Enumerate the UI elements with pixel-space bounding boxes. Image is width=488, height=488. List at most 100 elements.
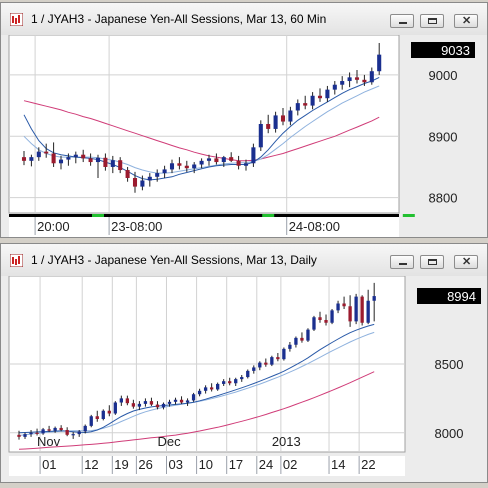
x-tick-label: 19 xyxy=(114,457,128,472)
session-marker xyxy=(402,214,415,217)
candle-up xyxy=(89,416,93,426)
candle-up xyxy=(137,403,142,407)
minimize-button[interactable] xyxy=(390,14,414,28)
price-chart-daily[interactable]: 8000 8500 8994 01 12 19 26 03 10 17 24 02 14 22 Nov Dec… xyxy=(1,276,487,482)
candle-down xyxy=(118,160,123,171)
candle-down xyxy=(103,157,108,167)
candle-up xyxy=(101,410,105,419)
candle-up xyxy=(366,300,370,323)
candle-down xyxy=(95,416,99,419)
window-title: 1 / JYAH3 - Japanese Yen-All Sessions, M… xyxy=(31,253,317,267)
candle-up xyxy=(66,157,71,160)
candle-up xyxy=(251,147,256,164)
window-titlebar[interactable]: 1 / JYAH3 - Japanese Yen-All Sessions, M… xyxy=(1,3,487,35)
price-chart-60min[interactable]: 8800 8900 9000 9033 20:00 23-08:00 24-08:00 xyxy=(1,35,487,237)
moving-average-long xyxy=(18,371,375,450)
candle-up xyxy=(29,157,34,161)
candle-up xyxy=(369,71,374,83)
candle-up xyxy=(199,160,204,165)
window-title: 1 / JYAH3 - Japanese Yen-All Sessions, M… xyxy=(31,12,327,26)
minimize-icon xyxy=(399,263,407,265)
candle-up xyxy=(206,158,212,161)
candle-down xyxy=(303,103,308,106)
candle-up xyxy=(372,296,376,301)
candle-down xyxy=(51,153,56,164)
candle-down xyxy=(44,151,49,154)
x-tick-label: 12 xyxy=(84,457,98,472)
candle-down xyxy=(317,95,323,99)
candle-up xyxy=(161,403,166,408)
session-marker xyxy=(92,214,104,217)
candle-up xyxy=(295,103,300,111)
maximize-icon xyxy=(428,18,437,24)
close-button[interactable]: ✕ xyxy=(454,14,478,28)
candle-up xyxy=(53,427,57,431)
candle-up xyxy=(347,77,352,82)
candle-down xyxy=(360,296,364,323)
candle-down xyxy=(131,403,136,407)
maximize-button[interactable] xyxy=(420,14,444,28)
session-bar xyxy=(9,214,399,217)
candle-down xyxy=(81,154,86,159)
x-major-label: Dec xyxy=(157,434,181,449)
candle-up xyxy=(140,180,145,187)
candle-down xyxy=(35,432,39,434)
close-icon: ✕ xyxy=(462,15,472,27)
candle-down xyxy=(300,337,304,341)
candle-up xyxy=(252,367,256,371)
candle-up xyxy=(83,425,87,432)
candle-down xyxy=(59,427,63,430)
candle-up xyxy=(377,54,382,72)
candle-up xyxy=(95,157,101,163)
maximize-button[interactable] xyxy=(420,255,444,269)
candle-up xyxy=(197,390,202,395)
candle-up xyxy=(270,357,274,365)
candle-up xyxy=(312,317,316,330)
candle-up xyxy=(288,110,293,122)
candle-up xyxy=(288,344,292,349)
y-tick-label: 8900 xyxy=(429,129,458,144)
candle-down xyxy=(324,320,328,323)
candle-down xyxy=(65,430,69,435)
candle-up xyxy=(306,329,310,341)
last-price-label: 9033 xyxy=(441,43,470,58)
candle-down xyxy=(276,357,280,360)
x-tick-label: 02 xyxy=(283,457,297,472)
candle-up xyxy=(147,176,152,181)
close-button[interactable]: ✕ xyxy=(454,255,478,269)
last-price-box xyxy=(417,288,481,304)
candle-down xyxy=(107,410,111,414)
chart-window-daily: 1 / JYAH3 - Japanese Yen-All Sessions, M… xyxy=(0,243,488,483)
x-major-label: 2013 xyxy=(272,434,301,449)
x-axis-band xyxy=(9,456,405,476)
candle-down xyxy=(236,160,241,166)
candle-up xyxy=(294,337,298,345)
y-tick-label: 8800 xyxy=(429,191,458,206)
candle-up xyxy=(29,432,33,435)
candle-up xyxy=(23,434,27,437)
plot-area xyxy=(8,35,400,214)
candle-up xyxy=(330,310,334,323)
candle-down xyxy=(280,115,286,122)
candle-down xyxy=(88,158,93,163)
x-tick-label: 01 xyxy=(42,457,56,472)
candle-down xyxy=(209,387,214,390)
candle-up xyxy=(167,401,172,404)
candle-up xyxy=(41,429,45,434)
candle-down xyxy=(318,317,322,320)
candle-up xyxy=(36,151,41,158)
candle-up xyxy=(203,387,208,391)
candle-down xyxy=(362,79,367,83)
candle-up xyxy=(325,89,330,99)
moving-average-long xyxy=(23,100,380,162)
candle-up xyxy=(110,160,115,167)
chart-window-60min: 1 / JYAH3 - Japanese Yen-All Sessions, M… xyxy=(0,2,488,238)
x-tick-label: 14 xyxy=(331,457,345,472)
candle-up xyxy=(336,303,340,311)
candle-down xyxy=(17,434,21,437)
x-tick-label: 26 xyxy=(138,457,152,472)
window-titlebar[interactable]: 1 / JYAH3 - Japanese Yen-All Sessions, M… xyxy=(1,244,487,276)
minimize-button[interactable] xyxy=(390,255,414,269)
candle-up xyxy=(332,84,337,90)
candle-down xyxy=(264,362,268,365)
